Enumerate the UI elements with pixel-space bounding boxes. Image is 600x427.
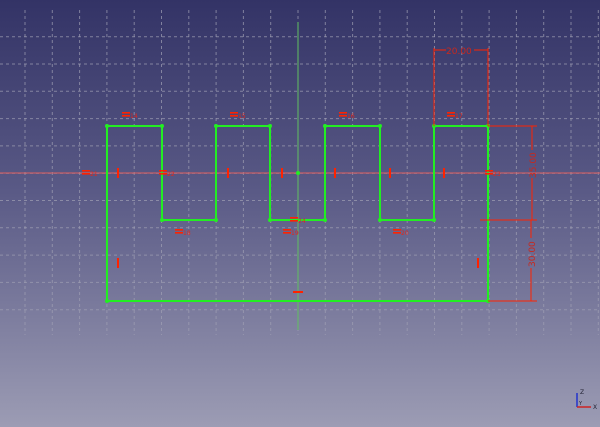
vertex-point[interactable] bbox=[432, 218, 436, 222]
vertex-point[interactable] bbox=[160, 218, 164, 222]
vertex-point[interactable] bbox=[323, 218, 327, 222]
constraints bbox=[117, 168, 479, 293]
vertex-point[interactable] bbox=[323, 124, 327, 128]
equal-constraint[interactable]: 23 bbox=[485, 170, 501, 178]
constraint-label: 19 bbox=[291, 230, 299, 237]
vertex-point[interactable] bbox=[105, 124, 109, 128]
vertex-point[interactable] bbox=[378, 218, 382, 222]
vertex-point[interactable] bbox=[268, 124, 272, 128]
constraint-label: 20 bbox=[401, 230, 409, 237]
equal-constraint[interactable]: 19 bbox=[283, 229, 299, 237]
equal-constraint[interactable]: 17 bbox=[447, 112, 463, 120]
sketch-profile bbox=[105, 124, 490, 303]
constraint-label: 16 bbox=[347, 113, 355, 120]
vertex-point[interactable] bbox=[268, 218, 272, 222]
vertex-point[interactable] bbox=[160, 124, 164, 128]
equal-constraint[interactable]: 15 bbox=[230, 112, 246, 120]
constraint-label: 21 bbox=[90, 171, 98, 178]
axis-indicator: Z Y X bbox=[576, 389, 597, 411]
constraint-label: 17 bbox=[455, 113, 463, 120]
vertex-point[interactable] bbox=[214, 218, 218, 222]
vertex-point[interactable] bbox=[214, 124, 218, 128]
vertex-point[interactable] bbox=[378, 124, 382, 128]
equal-constraint[interactable]: 20 bbox=[393, 229, 409, 237]
dimension-right[interactable] bbox=[480, 125, 537, 302]
dimension-lower-height-label[interactable]: 30.00 bbox=[528, 241, 538, 267]
x-label: X bbox=[593, 404, 597, 411]
equal-constraint[interactable]: 16 bbox=[339, 112, 355, 120]
equal-constraint[interactable]: 24 bbox=[290, 217, 306, 225]
constraint-label: 24 bbox=[298, 218, 306, 225]
equal-constraint[interactable]: 21 bbox=[82, 170, 98, 178]
equal-constraint[interactable]: 14 bbox=[122, 112, 138, 120]
vertex-point[interactable] bbox=[105, 299, 109, 303]
origin-point bbox=[296, 171, 300, 175]
z-label: Z bbox=[580, 389, 584, 396]
dimension-top-width-label[interactable]: 20.00 bbox=[446, 47, 472, 57]
constraint-label: 23 bbox=[493, 171, 501, 178]
dimension-top-width[interactable] bbox=[433, 48, 489, 126]
constraint-label: 15 bbox=[238, 113, 246, 120]
dimension-upper-height-label[interactable]: 35.00 bbox=[529, 152, 539, 178]
constraint-label: 18 bbox=[183, 230, 191, 237]
y-label: Y bbox=[578, 401, 583, 407]
equal-constraint[interactable]: 18 bbox=[175, 229, 191, 237]
constraint-label: 22 bbox=[167, 171, 175, 178]
constraint-label: 14 bbox=[130, 113, 138, 120]
equal-constraint[interactable]: 22 bbox=[159, 170, 175, 178]
